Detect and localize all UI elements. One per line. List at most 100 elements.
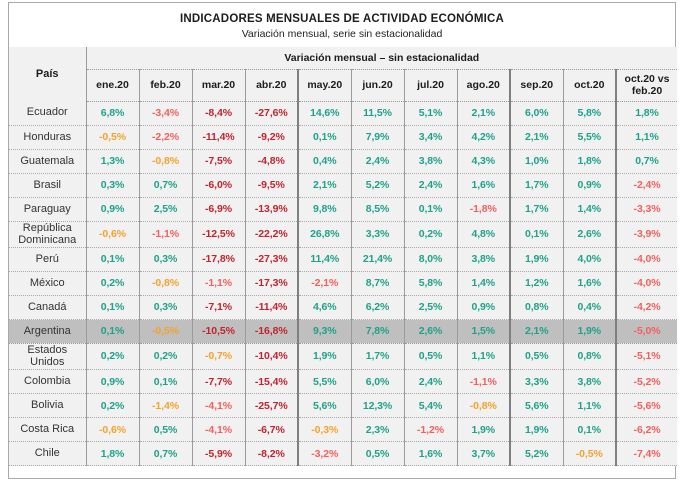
value-cell: -0,6% bbox=[86, 417, 140, 443]
value-cell: -10,5% bbox=[192, 319, 246, 344]
value-cell: 2,6% bbox=[404, 319, 458, 344]
value-cell: 4,0% bbox=[563, 247, 617, 272]
month-header: jul.20 bbox=[404, 69, 458, 102]
value-cell: -1,4% bbox=[139, 393, 193, 419]
value-cell: -9,2% bbox=[245, 125, 299, 150]
country-cell: México bbox=[9, 271, 87, 296]
value-cell: 0,5% bbox=[351, 441, 405, 467]
value-cell: -6,9% bbox=[192, 197, 246, 222]
value-cell: 5,8% bbox=[563, 101, 617, 126]
report-title: INDICADORES MENSUALES DE ACTIVIDAD ECONÓ… bbox=[180, 13, 504, 25]
country-cell: Paraguay bbox=[9, 197, 87, 222]
value-cell: 1,6% bbox=[563, 271, 617, 296]
value-cell: 8,0% bbox=[404, 247, 458, 272]
value-cell: 3,8% bbox=[563, 369, 617, 395]
value-cell: -4,1% bbox=[192, 417, 246, 443]
value-cell: -2,2% bbox=[139, 125, 193, 150]
value-cell: 0,3% bbox=[86, 173, 140, 198]
value-cell: -13,9% bbox=[245, 197, 299, 222]
value-cell: 0,2% bbox=[86, 343, 140, 371]
value-cell: -25,7% bbox=[245, 393, 299, 419]
value-cell: 0,5% bbox=[139, 417, 193, 443]
value-cell: 6,0% bbox=[509, 101, 564, 126]
value-cell: 0,8% bbox=[563, 343, 617, 371]
value-cell: 1,9% bbox=[457, 417, 511, 443]
value-cell: -6,7% bbox=[245, 417, 299, 443]
value-cell: 1,2% bbox=[509, 271, 564, 296]
value-cell: 0,9% bbox=[457, 295, 511, 320]
value-cell: 1,6% bbox=[457, 173, 511, 198]
value-cell: 2,1% bbox=[509, 125, 564, 150]
value-cell: -0,5% bbox=[139, 319, 193, 344]
value-cell: -4,0% bbox=[614, 271, 678, 296]
value-cell: 5,6% bbox=[509, 393, 564, 419]
value-cell: 2,4% bbox=[351, 149, 405, 174]
value-cell: -0,5% bbox=[86, 125, 140, 150]
value-cell: -22,2% bbox=[245, 221, 299, 248]
value-cell: 9,3% bbox=[297, 319, 352, 344]
country-cell: Canadá bbox=[9, 295, 87, 320]
value-cell: -0,6% bbox=[86, 221, 140, 248]
value-cell: -2,4% bbox=[614, 173, 678, 198]
value-cell: -17,3% bbox=[245, 271, 299, 296]
value-cell: 0,2% bbox=[139, 343, 193, 371]
value-cell: 1,7% bbox=[509, 173, 564, 198]
value-cell: 0,2% bbox=[86, 393, 140, 419]
value-cell: -0,5% bbox=[563, 441, 617, 467]
value-cell: 1,8% bbox=[86, 441, 140, 467]
value-cell: 0,2% bbox=[86, 271, 140, 296]
country-column-header: País bbox=[9, 47, 87, 101]
value-cell: 14,6% bbox=[297, 101, 352, 126]
value-cell: -9,5% bbox=[245, 173, 299, 198]
table-row: Canadá 0,1% 0,3% -7,1% -11,4% 4,6% 6,2% 2,5% 0,9… bbox=[9, 295, 678, 320]
month-header: oct.20 bbox=[563, 69, 617, 102]
value-cell: 3,3% bbox=[351, 221, 405, 248]
value-cell: 0,2% bbox=[404, 221, 458, 248]
value-cell: -1,2% bbox=[404, 417, 458, 443]
country-cell: Costa Rica bbox=[9, 417, 87, 443]
value-cell: 21,4% bbox=[351, 247, 405, 272]
value-cell: -7,5% bbox=[192, 149, 246, 174]
report-card: INDICADORES MENSUALES DE ACTIVIDAD ECONÓ… bbox=[8, 2, 678, 479]
value-cell: -16,8% bbox=[245, 319, 299, 344]
value-cell: 4,3% bbox=[457, 149, 511, 174]
table-row: Honduras -0,5% -2,2% -11,4% -9,2% 0,1% 7,9% 3,4… bbox=[9, 125, 678, 150]
value-cell: 2,5% bbox=[139, 197, 193, 222]
value-cell: -1,8% bbox=[457, 197, 511, 222]
month-header: ene.20 bbox=[86, 69, 140, 102]
table-row: Costa Rica -0,6% 0,5% -4,1% -6,7% -0,3% 2,3% -1… bbox=[9, 417, 678, 443]
value-cell: 2,1% bbox=[509, 319, 564, 344]
value-cell: 0,1% bbox=[86, 295, 140, 320]
value-cell: -4,8% bbox=[245, 149, 299, 174]
value-cell: -8,4% bbox=[192, 101, 246, 126]
value-cell: 0,7% bbox=[139, 441, 193, 467]
value-cell: 5,2% bbox=[351, 173, 405, 198]
value-cell: 0,4% bbox=[563, 295, 617, 320]
table-row: Paraguay 0,9% 2,5% -6,9% -13,9% 9,8% 8,5% 0,1% -… bbox=[9, 197, 678, 222]
value-cell: 7,9% bbox=[351, 125, 405, 150]
value-cell: 5,4% bbox=[404, 393, 458, 419]
value-cell: -8,2% bbox=[245, 441, 299, 467]
country-cell: Bolivia bbox=[9, 393, 87, 419]
value-cell: -4,1% bbox=[192, 393, 246, 419]
group-header: Variación mensual – sin estacionalidad bbox=[86, 47, 678, 70]
value-cell: -27,3% bbox=[245, 247, 299, 272]
value-cell: 1,1% bbox=[457, 343, 511, 371]
value-cell: -10,4% bbox=[245, 343, 299, 371]
value-cell: 2,4% bbox=[404, 173, 458, 198]
value-cell: -17,8% bbox=[192, 247, 246, 272]
value-cell: 4,8% bbox=[457, 221, 511, 248]
value-cell: 1,6% bbox=[404, 441, 458, 467]
value-cell: -1,1% bbox=[192, 271, 246, 296]
value-cell: 0,3% bbox=[139, 295, 193, 320]
value-cell: 1,9% bbox=[509, 247, 564, 272]
value-cell: 11,5% bbox=[351, 101, 405, 126]
value-cell: 0,5% bbox=[404, 343, 458, 371]
value-cell: -12,5% bbox=[192, 221, 246, 248]
value-cell: -5,2% bbox=[614, 369, 678, 395]
value-cell: 5,8% bbox=[404, 271, 458, 296]
value-cell: 12,3% bbox=[351, 393, 405, 419]
value-cell: 8,7% bbox=[351, 271, 405, 296]
value-cell: 1,7% bbox=[509, 197, 564, 222]
country-cell: Perú bbox=[9, 247, 87, 272]
